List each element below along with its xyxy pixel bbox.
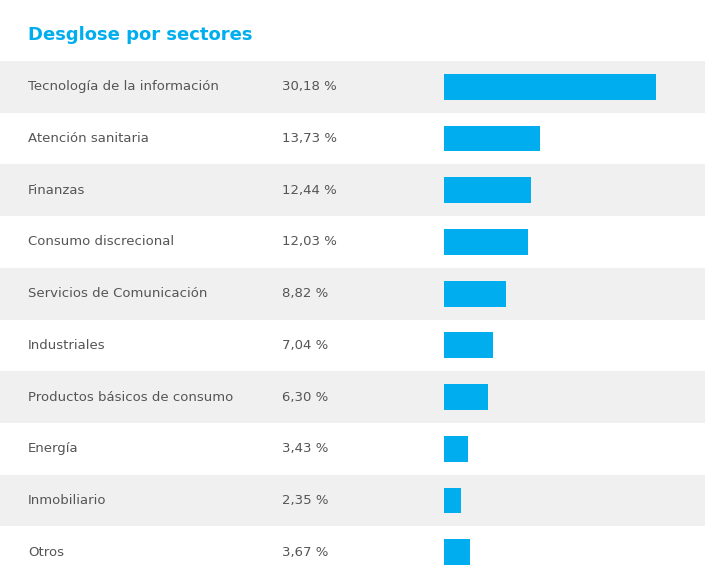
FancyBboxPatch shape [0,371,705,423]
Text: 2,35 %: 2,35 % [282,494,329,507]
Text: Energía: Energía [28,442,79,456]
Text: Finanzas: Finanzas [28,184,85,197]
FancyBboxPatch shape [0,423,705,475]
Text: 3,67 %: 3,67 % [282,546,329,559]
Text: 8,82 %: 8,82 % [282,287,329,300]
Text: Servicios de Comunicación: Servicios de Comunicación [28,287,207,300]
Text: Atención sanitaria: Atención sanitaria [28,132,149,145]
Text: Desglose por sectores: Desglose por sectores [28,26,252,44]
Text: 13,73 %: 13,73 % [282,132,337,145]
FancyBboxPatch shape [444,436,468,462]
FancyBboxPatch shape [444,487,460,514]
FancyBboxPatch shape [0,113,705,164]
Text: Otros: Otros [28,546,64,559]
FancyBboxPatch shape [444,74,656,100]
FancyBboxPatch shape [444,539,470,565]
FancyBboxPatch shape [0,475,705,526]
FancyBboxPatch shape [444,332,493,358]
FancyBboxPatch shape [444,125,540,152]
FancyBboxPatch shape [0,268,705,320]
Text: 3,43 %: 3,43 % [282,442,329,456]
Text: Productos básicos de consumo: Productos básicos de consumo [28,390,233,404]
FancyBboxPatch shape [0,320,705,371]
Text: 7,04 %: 7,04 % [282,339,329,352]
Text: Consumo discrecional: Consumo discrecional [28,235,174,249]
FancyBboxPatch shape [0,164,705,216]
Text: Industriales: Industriales [28,339,106,352]
FancyBboxPatch shape [444,229,529,255]
FancyBboxPatch shape [0,526,705,578]
Text: 30,18 %: 30,18 % [282,80,337,94]
Text: Inmobiliario: Inmobiliario [28,494,106,507]
FancyBboxPatch shape [0,61,705,113]
FancyBboxPatch shape [0,216,705,268]
FancyBboxPatch shape [444,177,532,203]
Text: 12,44 %: 12,44 % [282,184,337,197]
FancyBboxPatch shape [444,281,506,307]
Text: 6,30 %: 6,30 % [282,390,329,404]
Text: Tecnología de la información: Tecnología de la información [28,80,219,94]
Text: 12,03 %: 12,03 % [282,235,337,249]
FancyBboxPatch shape [444,384,489,410]
